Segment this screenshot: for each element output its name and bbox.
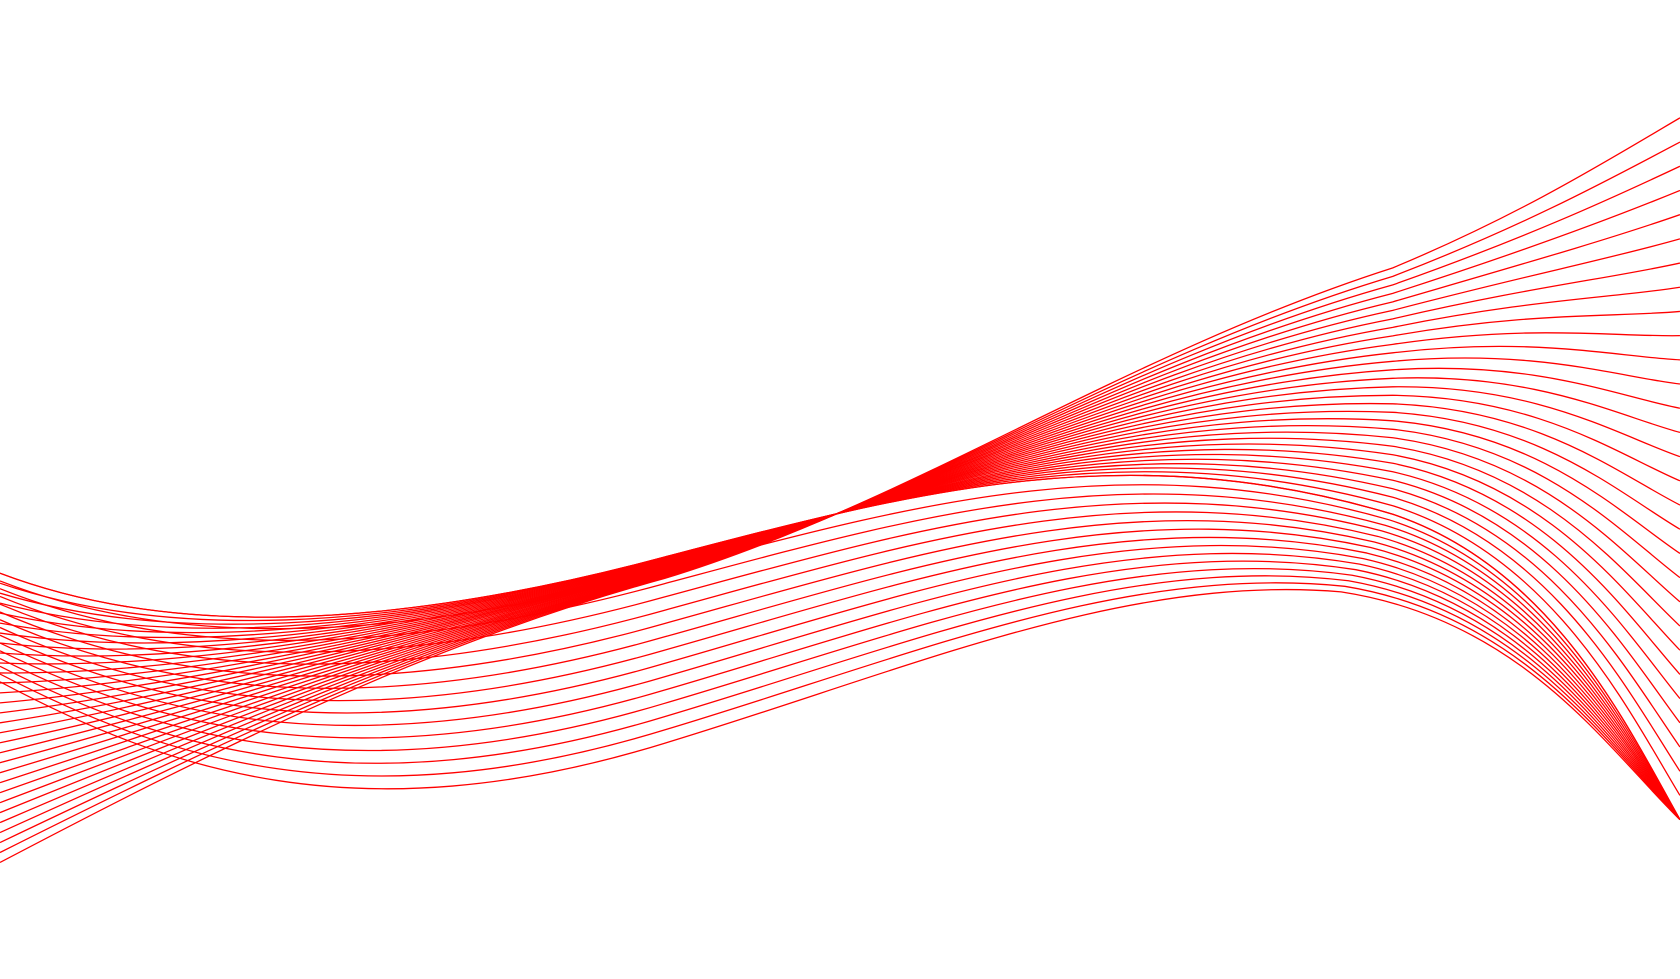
wave-line: [0, 575, 1680, 821]
wave-line: [0, 484, 1680, 820]
wave-line: [0, 471, 1680, 796]
wave-line: [0, 467, 1680, 772]
wave-line: [0, 474, 1680, 820]
wave-line: [0, 332, 1680, 774]
wave-lines: [0, 117, 1680, 864]
wave-line: [0, 463, 1680, 748]
wave-line: [0, 189, 1680, 834]
wave-line: [0, 567, 1680, 821]
wave-line: [0, 377, 1680, 734]
wave-line: [0, 560, 1680, 821]
wave-line: [0, 493, 1680, 820]
wave-line: [0, 588, 1680, 821]
wave-line: [0, 519, 1680, 820]
wave-line: [0, 582, 1680, 821]
wave-line: [0, 431, 1680, 665]
wave-line: [0, 117, 1680, 864]
wave-line: [0, 453, 1680, 700]
wave-line: [0, 448, 1680, 675]
wave-line: [0, 474, 1680, 820]
wave-line: [0, 214, 1680, 824]
wave-line: [0, 458, 1680, 724]
wave-line: [0, 437, 1680, 657]
wave-line: [0, 544, 1680, 821]
wave-line: [0, 141, 1680, 854]
wave-line: [0, 165, 1680, 844]
wave-line: [0, 536, 1680, 821]
wave-line: [0, 443, 1680, 651]
wave-line: [0, 357, 1680, 754]
wave-line: [0, 552, 1680, 821]
